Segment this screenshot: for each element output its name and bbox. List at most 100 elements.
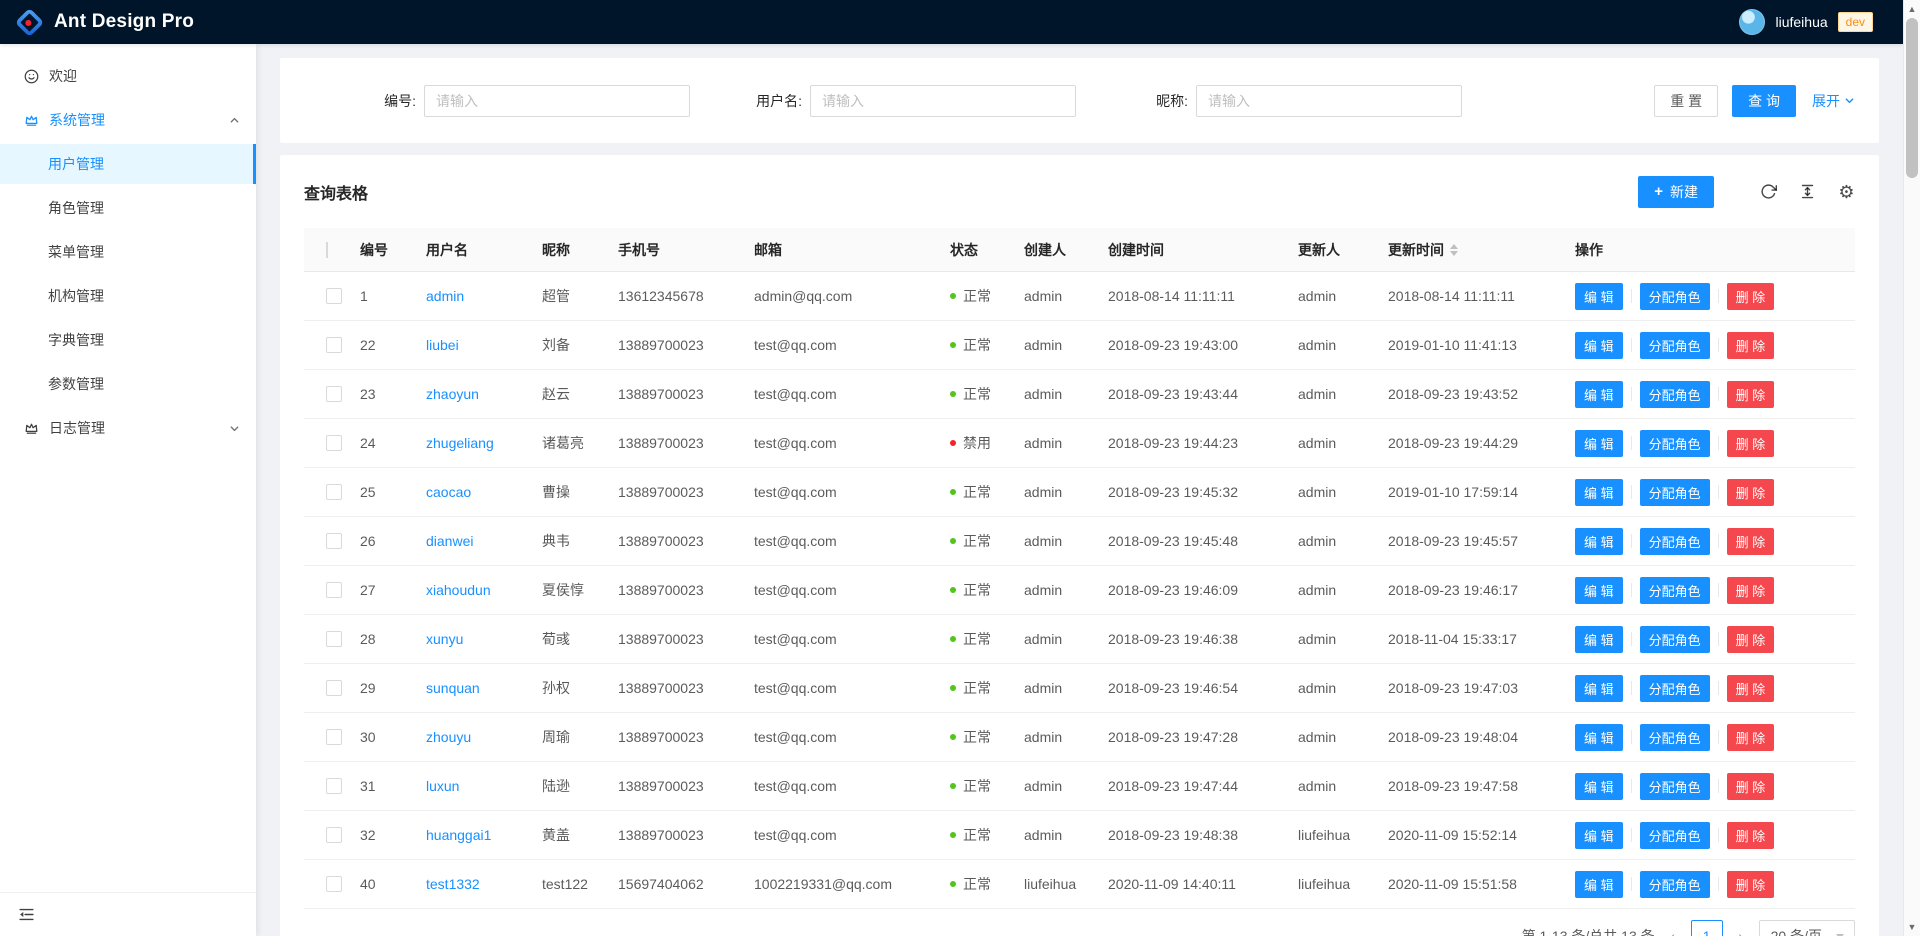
edit-button[interactable]: 编 辑 <box>1575 380 1623 408</box>
delete-button[interactable]: 删 除 <box>1726 625 1775 653</box>
sidebar-submenu-system[interactable]: 系统管理 <box>0 100 256 140</box>
edit-button[interactable]: 编 辑 <box>1575 870 1623 898</box>
edit-button[interactable]: 编 辑 <box>1575 625 1623 653</box>
sidebar-item-welcome[interactable]: 欢迎 <box>0 56 256 96</box>
delete-button[interactable]: 删 除 <box>1726 282 1775 310</box>
edit-button[interactable]: 编 辑 <box>1575 331 1623 359</box>
id-input[interactable] <box>424 84 690 117</box>
row-checkbox[interactable] <box>326 337 342 353</box>
edit-button[interactable]: 编 辑 <box>1575 576 1623 604</box>
assign-role-button[interactable]: 分配角色 <box>1639 282 1710 310</box>
username-link[interactable]: xunyu <box>426 631 464 647</box>
username-link[interactable]: zhugeliang <box>426 435 494 451</box>
row-checkbox[interactable] <box>326 876 342 892</box>
assign-role-button[interactable]: 分配角色 <box>1639 478 1710 506</box>
username-link[interactable]: zhouyu <box>426 729 472 745</box>
assign-role-button[interactable]: 分配角色 <box>1639 870 1710 898</box>
sidebar-item-参数管理[interactable]: 参数管理 <box>48 376 104 392</box>
edit-button[interactable]: 编 辑 <box>1575 674 1623 702</box>
delete-button[interactable]: 删 除 <box>1726 723 1775 751</box>
username-link[interactable]: liubei <box>426 337 459 353</box>
delete-button[interactable]: 删 除 <box>1726 772 1775 800</box>
sidebar-item-字典管理[interactable]: 字典管理 <box>48 332 104 348</box>
assign-role-button[interactable]: 分配角色 <box>1639 772 1710 800</box>
assign-role-button[interactable]: 分配角色 <box>1639 576 1710 604</box>
sidebar-item-用户管理[interactable]: 用户管理 <box>0 144 256 184</box>
app-logo[interactable]: Ant Design Pro <box>16 9 194 36</box>
delete-button[interactable]: 删 除 <box>1726 429 1775 457</box>
edit-button[interactable]: 编 辑 <box>1575 429 1623 457</box>
sidebar-item-菜单管理[interactable]: 菜单管理 <box>48 244 104 260</box>
sidebar-submenu-logs[interactable]: 日志管理 <box>0 408 256 448</box>
edit-button[interactable]: 编 辑 <box>1575 282 1623 310</box>
row-checkbox[interactable] <box>326 680 342 696</box>
username-link[interactable]: admin <box>426 288 465 304</box>
assign-role-button[interactable]: 分配角色 <box>1639 821 1710 849</box>
assign-role-button[interactable]: 分配角色 <box>1639 674 1710 702</box>
row-checkbox[interactable] <box>326 729 342 745</box>
sidebar-item-机构管理[interactable]: 机构管理 <box>48 288 104 304</box>
scrollbar-thumb[interactable] <box>1906 18 1918 178</box>
username-link[interactable]: dianwei <box>426 533 474 549</box>
row-checkbox[interactable] <box>326 533 342 549</box>
username-link[interactable]: huanggai1 <box>426 827 492 843</box>
username-link[interactable]: luxun <box>426 778 460 794</box>
username-link[interactable]: sunquan <box>426 680 480 696</box>
username-link[interactable]: caocao <box>426 484 472 500</box>
scrollbar-down-icon[interactable]: ▼ <box>1907 922 1917 932</box>
sidebar-item-角色管理[interactable]: 角色管理 <box>48 200 104 216</box>
row-checkbox[interactable] <box>326 288 342 304</box>
user-menu[interactable]: liufeihua dev <box>1739 9 1873 35</box>
assign-role-button[interactable]: 分配角色 <box>1639 380 1710 408</box>
next-page-icon[interactable]: › <box>1738 928 1743 936</box>
edit-button[interactable]: 编 辑 <box>1575 821 1623 849</box>
row-checkbox[interactable] <box>326 778 342 794</box>
select-all-checkbox[interactable] <box>326 241 328 258</box>
action-divider <box>1630 828 1632 842</box>
delete-button[interactable]: 删 除 <box>1726 527 1775 555</box>
reset-button[interactable]: 重 置 <box>1654 84 1719 117</box>
delete-button[interactable]: 删 除 <box>1726 576 1775 604</box>
delete-button[interactable]: 删 除 <box>1726 331 1775 359</box>
vertical-scrollbar[interactable]: ▲ ▼ <box>1903 0 1920 936</box>
reload-icon[interactable] <box>1760 183 1777 200</box>
delete-button[interactable]: 删 除 <box>1726 674 1775 702</box>
assign-role-button[interactable]: 分配角色 <box>1639 527 1710 555</box>
assign-role-button[interactable]: 分配角色 <box>1639 723 1710 751</box>
scrollbar-up-icon[interactable]: ▲ <box>1907 4 1917 14</box>
row-checkbox[interactable] <box>326 827 342 843</box>
prev-page-icon[interactable]: ‹ <box>1670 928 1675 936</box>
page-size-select[interactable]: 20 条/页 <box>1758 920 1855 936</box>
settings-gear-icon[interactable]: ⚙ <box>1838 181 1855 202</box>
row-checkbox[interactable] <box>326 484 342 500</box>
expand-link[interactable]: 展开 <box>1812 91 1855 111</box>
delete-button[interactable]: 删 除 <box>1726 870 1775 898</box>
col-updated-at-sorter[interactable]: 更新时间 <box>1388 240 1575 260</box>
row-checkbox[interactable] <box>326 582 342 598</box>
assign-role-button[interactable]: 分配角色 <box>1639 331 1710 359</box>
query-button[interactable]: 查 询 <box>1732 84 1796 117</box>
edit-button[interactable]: 编 辑 <box>1575 478 1623 506</box>
delete-button[interactable]: 删 除 <box>1726 380 1775 408</box>
column-height-icon[interactable] <box>1799 183 1816 200</box>
username-link[interactable]: test1332 <box>426 876 480 892</box>
assign-role-button[interactable]: 分配角色 <box>1639 429 1710 457</box>
row-checkbox[interactable] <box>326 631 342 647</box>
nickname-input[interactable] <box>1196 84 1462 117</box>
delete-button[interactable]: 删 除 <box>1726 821 1775 849</box>
username-link[interactable]: xiahoudun <box>426 582 491 598</box>
row-checkbox[interactable] <box>326 386 342 402</box>
edit-button[interactable]: 编 辑 <box>1575 723 1623 751</box>
cell-creator: admin <box>1024 533 1063 549</box>
sidebar-collapse-trigger[interactable] <box>0 892 256 936</box>
row-checkbox[interactable] <box>326 435 342 451</box>
delete-button[interactable]: 删 除 <box>1726 478 1775 506</box>
new-button[interactable]: + 新建 <box>1638 175 1714 208</box>
username-link[interactable]: zhaoyun <box>426 386 479 402</box>
avatar[interactable] <box>1739 9 1766 35</box>
username-input[interactable] <box>810 84 1076 117</box>
edit-button[interactable]: 编 辑 <box>1575 527 1623 555</box>
assign-role-button[interactable]: 分配角色 <box>1639 625 1710 653</box>
page-1-button[interactable]: 1 <box>1690 920 1723 936</box>
edit-button[interactable]: 编 辑 <box>1575 772 1623 800</box>
